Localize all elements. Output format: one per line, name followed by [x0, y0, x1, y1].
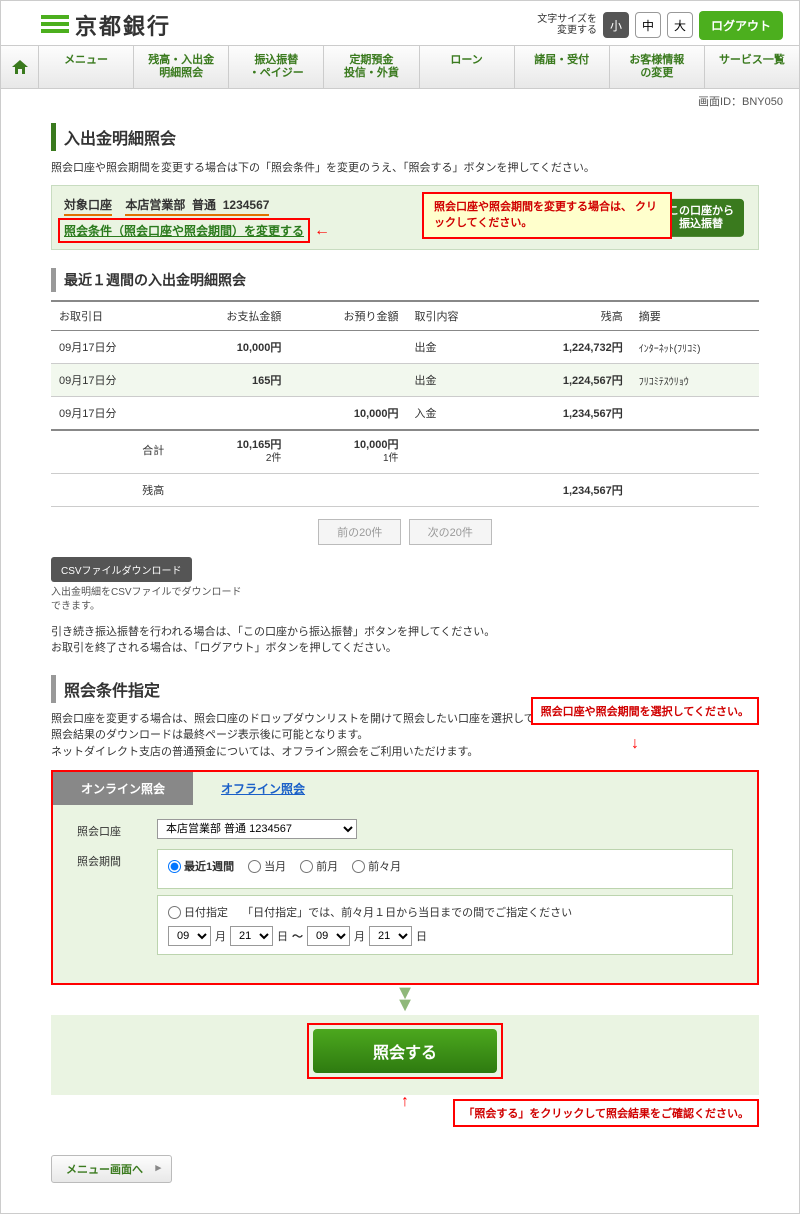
- arrow-down-icon: ↓: [631, 735, 639, 753]
- callout-change-cond: 照会口座や照会期間を変更する場合は、 クリックしてください。: [422, 192, 672, 239]
- col-type: 取引内容: [407, 301, 506, 331]
- notes: 引き続き振込振替を行われる場合は、「この口座から振込振替」ボタンを押してください…: [51, 624, 759, 657]
- tab-offline[interactable]: オフライン照会: [193, 772, 333, 805]
- from-month-select[interactable]: 09: [168, 926, 211, 946]
- account-label: 対象口座: [64, 196, 112, 216]
- col-dep: お預り金額: [289, 301, 406, 331]
- tab-online[interactable]: オンライン照会: [53, 772, 193, 805]
- fontsize-small-button[interactable]: 小: [603, 12, 629, 38]
- table-row: 09月17日分165円出金1,224,567円ﾌﾘｺﾐﾃｽｳﾘｮｳ: [51, 364, 759, 397]
- nav-home[interactable]: [1, 46, 39, 88]
- nav-custinfo[interactable]: お客様情報 の変更: [610, 46, 705, 88]
- fontsize-label: 文字サイズを 変更する: [537, 14, 597, 36]
- logout-button[interactable]: ログアウト: [699, 11, 783, 40]
- to-month-select[interactable]: 09: [307, 926, 350, 946]
- nav-deposit[interactable]: 定期預金 投信・外貨: [324, 46, 419, 88]
- account-select[interactable]: 本店営業部 普通 1234567: [157, 819, 357, 839]
- csv-download-button[interactable]: CSVファイルダウンロード: [51, 557, 192, 582]
- main-nav: メニュー 残高・入出金 明細照会 振込振替 ・ペイジー 定期預金 投信・外貨 ロ…: [1, 45, 799, 89]
- inquiry-submit-button[interactable]: 照会する: [313, 1029, 497, 1073]
- period-date-specify[interactable]: 日付指定: [168, 904, 228, 920]
- cond-period-label: 照会期間: [77, 849, 147, 869]
- screen-id: 画面ID：BNY050: [1, 89, 799, 109]
- col-date: お取引日: [51, 301, 172, 331]
- period-prev2-month[interactable]: 前々月: [352, 858, 401, 874]
- home-icon: [12, 60, 28, 74]
- nav-services[interactable]: サービス一覧: [705, 46, 799, 88]
- callout-select-cond: 照会口座や照会期間を選択してください。: [531, 697, 759, 725]
- period-prev-month[interactable]: 前月: [300, 858, 338, 874]
- table-row: 09月17日分10,000円出金1,224,732円ｲﾝﾀｰﾈｯﾄ(ﾌﾘｺﾐ): [51, 331, 759, 364]
- arrow-left-icon: ←: [314, 222, 330, 240]
- highlight-submit: 照会する: [307, 1023, 503, 1079]
- intro-text: 照会口座や照会期間を変更する場合は下の「照会条件」を変更のうえ、「照会する」ボタ…: [51, 159, 759, 175]
- cond-account-label: 照会口座: [77, 819, 147, 839]
- arrow-up-icon: ↑: [401, 1093, 409, 1111]
- next-page-button[interactable]: 次の20件: [409, 519, 492, 545]
- col-remarks: 摘要: [631, 301, 759, 331]
- bank-name: 京都銀行: [75, 9, 171, 41]
- menu-back-button[interactable]: メニュー画面へ: [51, 1155, 172, 1183]
- period-recent[interactable]: 最近1週間: [168, 858, 234, 874]
- flow-arrow-icon: ▼▼: [51, 987, 759, 1011]
- nav-loan[interactable]: ローン: [420, 46, 515, 88]
- transaction-table: お取引日 お支払金額 お預り金額 取引内容 残高 摘要 09月17日分10,00…: [51, 300, 759, 506]
- tx-title: 最近１週間の入出金明細照会: [51, 268, 759, 292]
- csv-desc: 入出金明細をCSVファイルでダウンロード できます。: [51, 586, 759, 614]
- bank-logo: 京都銀行: [41, 9, 171, 41]
- table-row: 09月17日分10,000円入金1,234,567円: [51, 397, 759, 431]
- to-day-select[interactable]: 21: [369, 926, 412, 946]
- nav-balance[interactable]: 残高・入出金 明細照会: [134, 46, 229, 88]
- logo-mark-icon: [41, 13, 69, 38]
- fontsize-mid-button[interactable]: 中: [635, 12, 661, 38]
- nav-notice[interactable]: 諸届・受付: [515, 46, 610, 88]
- pager: 前の20件 次の20件: [51, 519, 759, 545]
- nav-menu[interactable]: メニュー: [39, 46, 134, 88]
- period-this-month[interactable]: 当月: [248, 858, 286, 874]
- condition-area: オンライン照会 オフライン照会 照会口座 本店営業部 普通 1234567 照会…: [51, 770, 759, 985]
- page-title: 入出金明細照会: [51, 123, 759, 151]
- callout-submit: 「照会する」をクリックして照会結果をご確認ください。: [453, 1099, 759, 1127]
- account-box: 対象口座 本店営業部 普通 1234567 照会条件（照会口座や照会期間）を変更…: [51, 185, 759, 250]
- prev-page-button[interactable]: 前の20件: [318, 519, 401, 545]
- nav-transfer[interactable]: 振込振替 ・ペイジー: [229, 46, 324, 88]
- fontsize-large-button[interactable]: 大: [667, 12, 693, 38]
- from-day-select[interactable]: 21: [230, 926, 273, 946]
- col-pay: お支払金額: [172, 301, 289, 331]
- highlight-change-cond: [58, 218, 310, 243]
- col-balance: 残高: [506, 301, 631, 331]
